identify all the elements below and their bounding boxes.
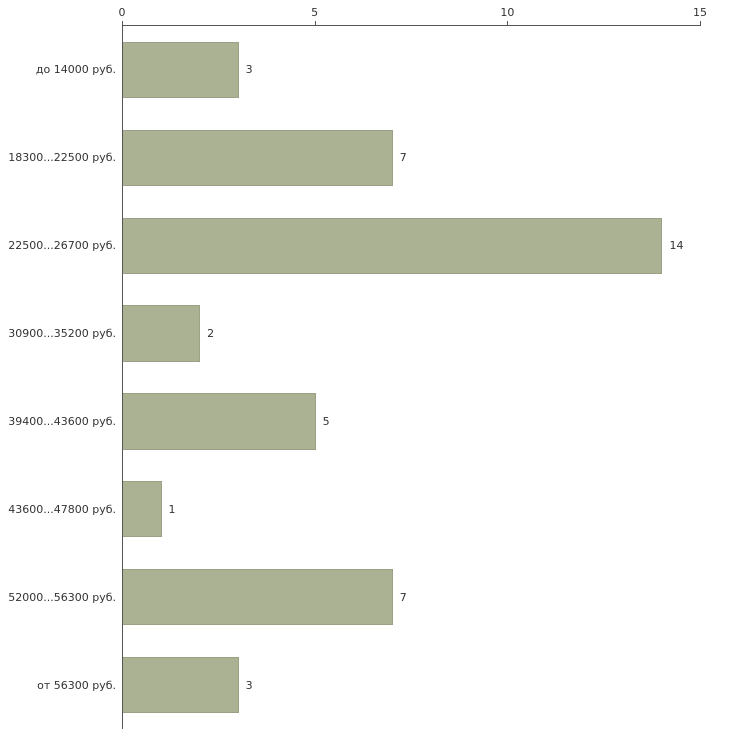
x-tick-label: 15 — [693, 6, 707, 19]
bar — [123, 129, 393, 186]
bar — [123, 41, 239, 99]
plot-area: до 14000 руб. 3 18300...22500 руб. 7 22500..… — [8, 25, 701, 729]
value-label: 1 — [168, 502, 176, 516]
x-tick-label: 5 — [311, 6, 319, 19]
bar-row: 18300...22500 руб. 7 — [8, 114, 701, 202]
category-label: 22500...26700 руб. — [8, 239, 116, 253]
bar-row: от 56300 руб. 3 — [37, 641, 701, 729]
category-label: 52000...56300 руб. — [8, 590, 116, 604]
value-label: 14 — [669, 239, 684, 253]
bar-row: 39400...43600 руб. 5 — [8, 378, 701, 466]
x-tick-label: 0 — [118, 6, 126, 19]
value-label: 3 — [245, 678, 253, 692]
bar — [123, 481, 162, 538]
bar-row: 52000...56300 руб. 7 — [8, 553, 701, 641]
bar-row: 22500...26700 руб. 14 — [8, 202, 701, 290]
category-label: 43600...47800 руб. — [8, 502, 116, 516]
category-label: от 56300 руб. — [37, 678, 116, 692]
x-axis: 0 5 10 15 — [118, 0, 707, 25]
bar-row: 43600...47800 руб. 1 — [8, 465, 701, 553]
bar-row: 30900...35200 руб. 2 — [8, 290, 701, 378]
value-label: 5 — [322, 414, 330, 428]
x-tick-mark — [314, 21, 316, 25]
category-label: 39400...43600 руб. — [8, 414, 116, 428]
bar — [123, 305, 201, 362]
value-label: 2 — [207, 327, 215, 341]
value-label: 7 — [399, 151, 407, 165]
bar — [123, 217, 663, 274]
bar — [123, 569, 393, 626]
x-tick-mark — [700, 21, 701, 25]
bar-row: до 14000 руб. 3 — [36, 26, 701, 114]
bar — [123, 393, 316, 450]
x-tick-mark — [122, 21, 123, 25]
category-label: до 14000 руб. — [35, 63, 116, 77]
category-label: 30900...35200 руб. — [8, 327, 116, 341]
value-label: 3 — [245, 63, 253, 77]
x-tick-mark — [507, 21, 509, 25]
bar — [123, 656, 239, 714]
value-label: 7 — [399, 590, 407, 604]
category-label: 18300...22500 руб. — [8, 151, 116, 165]
x-tick-label: 10 — [500, 6, 515, 19]
